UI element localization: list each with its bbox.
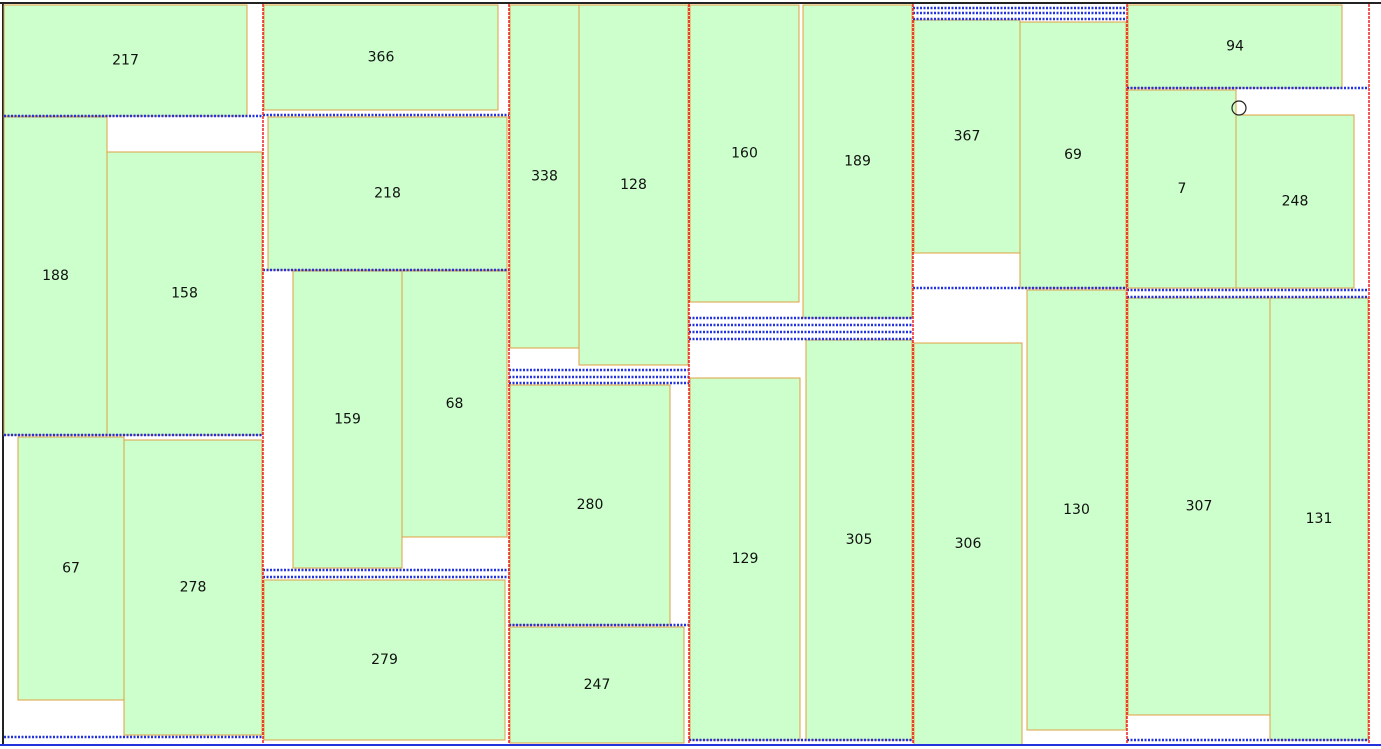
piece-label: 306 [955,536,982,552]
piece-label: 189 [844,154,871,170]
piece [1026,289,1127,731]
piece-label: 338 [531,169,558,185]
cut-lines [4,4,1370,745]
piece [802,4,913,319]
piece-label: 247 [584,677,611,693]
piece [509,4,580,349]
piece-label: 129 [732,551,759,567]
piece-label: 7 [1178,181,1187,197]
piece-label: 367 [954,129,981,145]
piece-label: 218 [374,186,401,202]
piece-label: 130 [1063,502,1090,518]
piece-label: 305 [846,532,873,548]
piece-label: 160 [731,146,758,162]
piece-label: 159 [334,412,361,428]
piece [509,384,671,626]
piece-label: 69 [1064,147,1082,163]
pieces: 217 188 158 67 278 366 218 159 68 279 338 128 280 247… [3,4,1369,746]
piece [3,116,108,436]
piece-label: 131 [1306,511,1333,527]
piece [263,4,499,111]
piece-label: 280 [577,497,604,513]
piece [1127,89,1237,289]
piece [17,436,125,701]
piece [267,116,508,271]
piece [689,377,801,741]
piece-label: 307 [1186,499,1213,515]
piece-label: 217 [112,53,139,69]
piece [106,151,263,436]
piece-label: 366 [368,50,395,66]
piece-label: 128 [620,177,647,193]
piece [509,626,685,744]
piece-label: 278 [180,580,207,596]
piece [1269,297,1369,741]
piece-label: 248 [1282,194,1309,210]
piece [805,339,913,741]
piece [913,19,1021,254]
piece [578,4,689,366]
piece-label: 188 [42,268,69,284]
piece [3,4,248,117]
piece [689,4,800,303]
cursor [1231,100,1247,116]
piece [263,579,506,741]
piece-label: 67 [62,561,80,577]
piece [123,439,263,736]
piece [1127,4,1343,89]
piece-label: 94 [1226,39,1244,55]
piece [1019,21,1127,289]
piece [1127,297,1271,716]
piece-label: 279 [371,652,398,668]
piece [1235,114,1355,289]
piece [401,270,508,538]
piece-label: 158 [171,286,198,302]
piece-label: 68 [446,396,464,412]
